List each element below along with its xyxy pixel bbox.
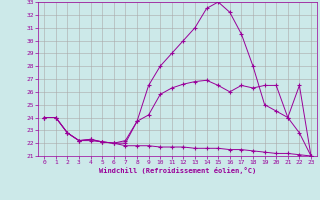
X-axis label: Windchill (Refroidissement éolien,°C): Windchill (Refroidissement éolien,°C) xyxy=(99,167,256,174)
